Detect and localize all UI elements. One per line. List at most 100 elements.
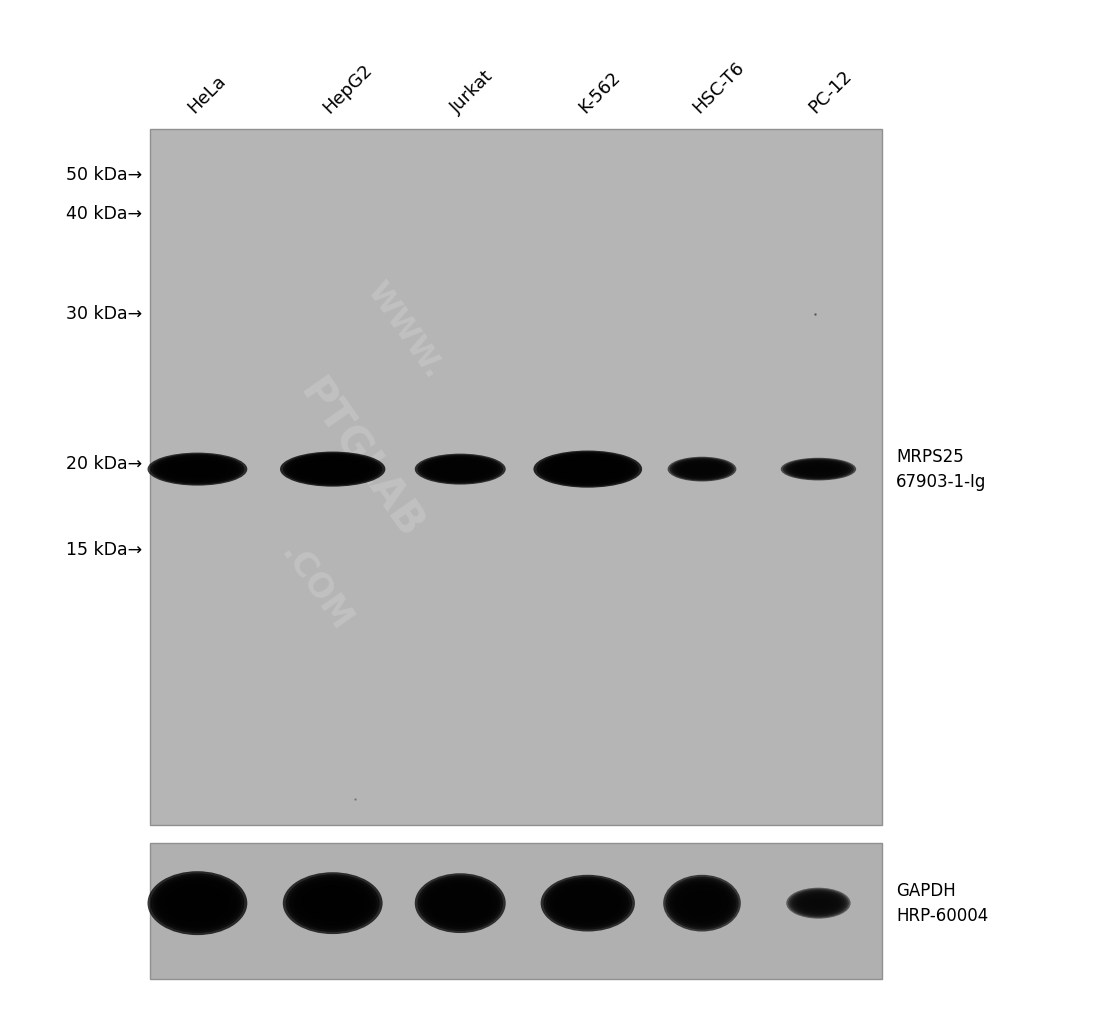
Ellipse shape xyxy=(680,462,724,476)
Text: 20 kDa→: 20 kDa→ xyxy=(65,455,142,473)
Ellipse shape xyxy=(279,452,386,487)
Ellipse shape xyxy=(283,453,383,486)
Ellipse shape xyxy=(428,884,492,923)
Ellipse shape xyxy=(560,888,615,919)
Ellipse shape xyxy=(546,878,630,928)
Ellipse shape xyxy=(679,888,725,919)
Ellipse shape xyxy=(796,463,841,475)
Ellipse shape xyxy=(151,454,244,485)
Ellipse shape xyxy=(441,893,479,913)
Ellipse shape xyxy=(153,875,242,931)
Ellipse shape xyxy=(787,460,849,478)
Ellipse shape xyxy=(663,874,741,932)
Ellipse shape xyxy=(174,463,221,475)
Text: .COM: .COM xyxy=(274,538,358,637)
Text: 50 kDa→: 50 kDa→ xyxy=(65,166,142,185)
Ellipse shape xyxy=(430,886,490,921)
Ellipse shape xyxy=(549,880,627,926)
FancyBboxPatch shape xyxy=(150,129,882,825)
Ellipse shape xyxy=(420,877,500,929)
Ellipse shape xyxy=(306,889,359,918)
Ellipse shape xyxy=(156,456,238,483)
Text: PC-12: PC-12 xyxy=(806,66,856,117)
Text: K-562: K-562 xyxy=(576,68,623,117)
Ellipse shape xyxy=(167,886,227,921)
Ellipse shape xyxy=(533,451,642,488)
Ellipse shape xyxy=(441,464,479,474)
Text: PTGLAB: PTGLAB xyxy=(291,371,430,546)
Ellipse shape xyxy=(160,457,235,481)
Ellipse shape xyxy=(562,890,613,917)
Ellipse shape xyxy=(551,883,624,924)
Ellipse shape xyxy=(568,894,608,912)
Ellipse shape xyxy=(162,458,233,480)
Ellipse shape xyxy=(672,883,732,924)
Text: 15 kDa→: 15 kDa→ xyxy=(65,540,142,559)
Ellipse shape xyxy=(803,897,834,909)
Ellipse shape xyxy=(540,874,635,932)
Ellipse shape xyxy=(415,454,506,485)
Ellipse shape xyxy=(428,459,492,479)
Ellipse shape xyxy=(554,885,621,922)
Text: Jurkat: Jurkat xyxy=(448,67,497,117)
Text: GAPDH
HRP-60004: GAPDH HRP-60004 xyxy=(896,882,988,925)
Ellipse shape xyxy=(670,880,734,926)
Ellipse shape xyxy=(566,892,610,914)
Ellipse shape xyxy=(683,892,721,914)
Ellipse shape xyxy=(295,458,370,480)
Ellipse shape xyxy=(673,459,731,479)
Ellipse shape xyxy=(417,455,503,484)
Ellipse shape xyxy=(781,458,856,480)
Ellipse shape xyxy=(301,885,365,922)
Ellipse shape xyxy=(305,461,360,477)
Ellipse shape xyxy=(681,890,723,917)
Ellipse shape xyxy=(309,891,356,916)
Ellipse shape xyxy=(153,455,242,484)
Ellipse shape xyxy=(174,891,221,916)
Ellipse shape xyxy=(562,462,613,476)
Ellipse shape xyxy=(151,873,244,933)
Text: HepG2: HepG2 xyxy=(321,60,376,117)
Ellipse shape xyxy=(147,871,247,935)
Ellipse shape xyxy=(176,893,218,913)
Ellipse shape xyxy=(670,458,734,480)
Ellipse shape xyxy=(682,463,722,475)
Ellipse shape xyxy=(683,463,721,475)
Ellipse shape xyxy=(176,464,218,474)
Ellipse shape xyxy=(297,883,368,924)
Ellipse shape xyxy=(165,884,230,923)
Ellipse shape xyxy=(436,889,485,918)
Ellipse shape xyxy=(430,460,490,478)
Ellipse shape xyxy=(798,464,838,474)
Ellipse shape xyxy=(540,453,635,486)
Ellipse shape xyxy=(293,457,373,481)
Ellipse shape xyxy=(668,457,736,481)
Ellipse shape xyxy=(417,875,503,931)
Text: MRPS25
67903-1-Ig: MRPS25 67903-1-Ig xyxy=(896,447,986,491)
Ellipse shape xyxy=(792,891,845,916)
Ellipse shape xyxy=(797,894,840,912)
Ellipse shape xyxy=(685,464,719,474)
Ellipse shape xyxy=(674,885,730,922)
Ellipse shape xyxy=(790,890,847,917)
Text: 40 kDa→: 40 kDa→ xyxy=(65,205,142,224)
Ellipse shape xyxy=(672,459,732,479)
Ellipse shape xyxy=(289,455,376,484)
Ellipse shape xyxy=(665,876,739,930)
Ellipse shape xyxy=(298,459,367,479)
Ellipse shape xyxy=(439,463,481,475)
Ellipse shape xyxy=(160,879,235,927)
Ellipse shape xyxy=(785,459,852,479)
Ellipse shape xyxy=(307,462,358,476)
Text: HeLa: HeLa xyxy=(185,71,230,117)
Ellipse shape xyxy=(292,878,374,928)
Ellipse shape xyxy=(788,889,848,918)
Ellipse shape xyxy=(676,886,728,921)
Ellipse shape xyxy=(783,459,854,479)
Text: WWW.: WWW. xyxy=(362,276,448,384)
Ellipse shape xyxy=(302,460,364,478)
Ellipse shape xyxy=(549,457,627,481)
Ellipse shape xyxy=(800,895,837,911)
FancyBboxPatch shape xyxy=(150,843,882,979)
Ellipse shape xyxy=(423,457,498,481)
